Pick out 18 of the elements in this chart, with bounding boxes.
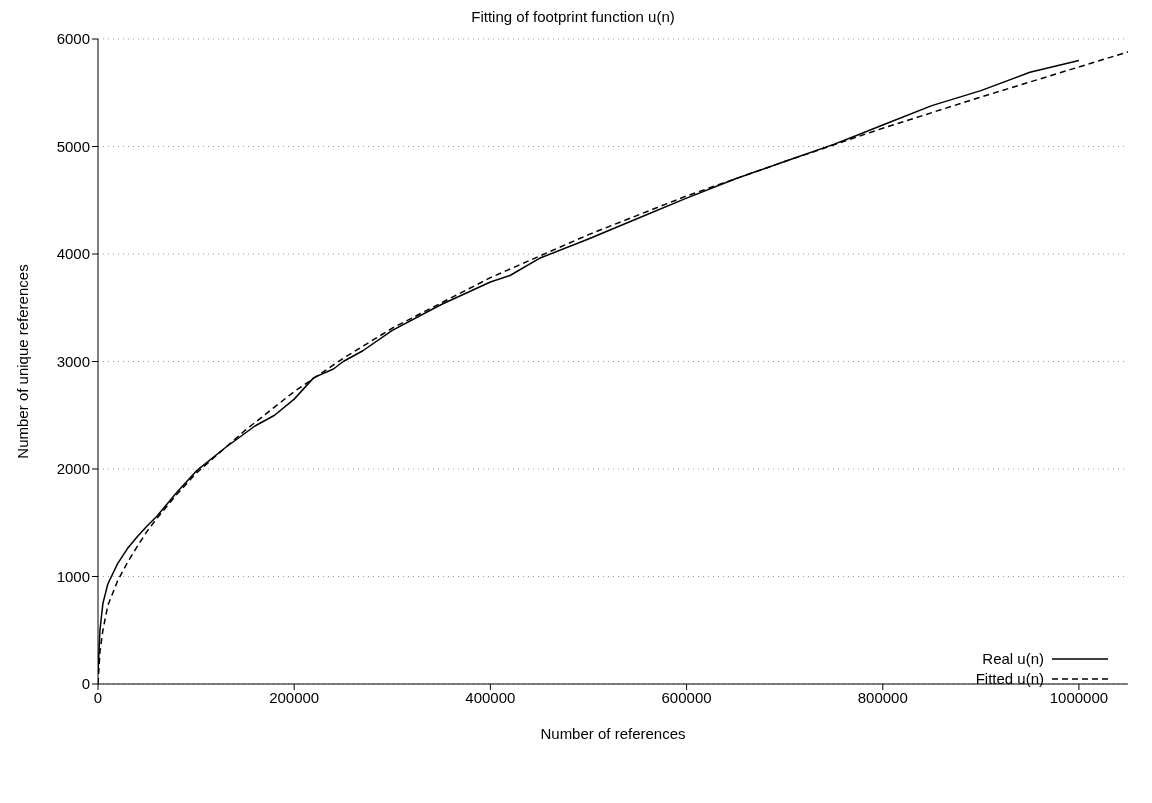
x-tick-label: 600000 — [661, 688, 712, 706]
x-tick-label: 400000 — [465, 688, 516, 706]
legend-label: Fitted u(n) — [975, 669, 1044, 689]
legend-label: Real u(n) — [982, 649, 1044, 669]
y-axis-title: Number of unique references — [14, 264, 32, 459]
y-tick-label: 2000 — [56, 460, 90, 478]
y-tick-label: 4000 — [56, 245, 90, 263]
x-tick-label: 800000 — [857, 688, 908, 706]
x-axis-title: Number of references — [540, 725, 686, 742]
y-tick-label: 1000 — [56, 567, 90, 585]
y-tick-label: 0 — [81, 675, 90, 693]
y-tick-label: 3000 — [56, 352, 90, 370]
x-tick-label: 200000 — [269, 688, 320, 706]
y-tick-label: 6000 — [56, 30, 90, 48]
y-tick-label: 5000 — [56, 137, 90, 155]
chart-title: Fitting of footprint function u(n) — [470, 8, 676, 25]
x-tick-label: 1000000 — [1049, 688, 1109, 706]
x-tick-label: 0 — [93, 688, 103, 706]
